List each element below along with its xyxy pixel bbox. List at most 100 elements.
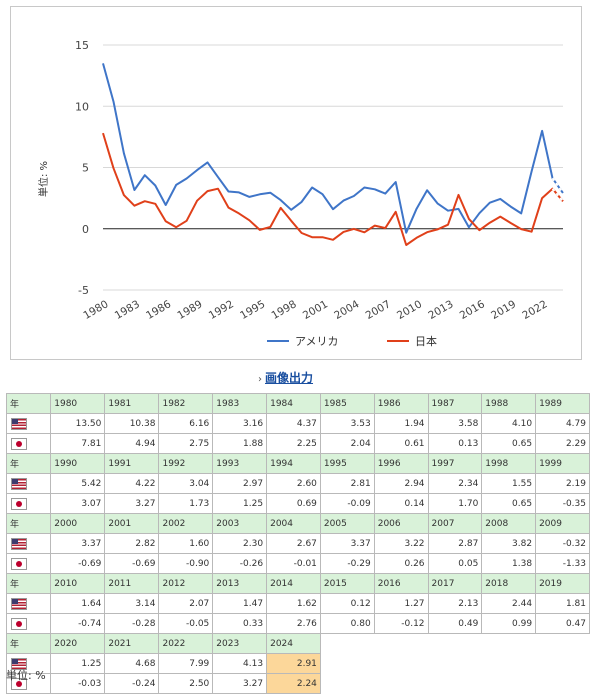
table-value-cell: 0.13 bbox=[427, 433, 483, 454]
table-value-cell: 2.94 bbox=[373, 473, 429, 494]
table-value-cell: 2.44 bbox=[481, 593, 537, 614]
table-value-cell: -0.09 bbox=[319, 493, 375, 514]
x-tick-label: 2004 bbox=[332, 298, 361, 322]
x-tick-label: 1998 bbox=[270, 298, 299, 322]
table-value-cell: 0.26 bbox=[373, 553, 429, 574]
table-value-cell: 2.19 bbox=[535, 473, 590, 494]
table-year-cell: 2021 bbox=[104, 633, 160, 654]
x-tick-label: 2010 bbox=[395, 298, 424, 322]
table-value-cell: 3.22 bbox=[373, 533, 429, 554]
table-value-cell: 3.07 bbox=[50, 493, 106, 514]
series-line-japan bbox=[102, 132, 564, 246]
table-value-cell: -0.28 bbox=[104, 613, 160, 634]
table-flag-cell bbox=[5, 613, 52, 634]
table-flag-cell bbox=[5, 593, 52, 614]
table-year-row: 年 1990 1991 1992 1993 1994 1995 1996 1997 1998 199… bbox=[5, 453, 590, 474]
table-year-cell: 2019 bbox=[535, 573, 590, 594]
table-value-cell: 5.42 bbox=[50, 473, 106, 494]
table-empty-cell bbox=[536, 634, 590, 654]
table-year-cell: 1980 bbox=[50, 393, 106, 414]
table-value-cell: 1.81 bbox=[535, 593, 590, 614]
table-empty-cell bbox=[482, 654, 536, 674]
table-flag-cell bbox=[5, 473, 52, 494]
x-tick-labels: 1980 1983 1986 1989 1992 1995 1998 2001 2004 2007… bbox=[81, 298, 549, 322]
table-row: 7.81 4.94 2.75 1.88 2.25 2.04 0.61 0.13 0.65 2.29 bbox=[5, 433, 590, 454]
table-value-cell: 1.55 bbox=[481, 473, 537, 494]
table-year-cell: 1986 bbox=[373, 393, 429, 414]
table-value-cell: 0.47 bbox=[535, 613, 590, 634]
table-year-cell: 2007 bbox=[427, 513, 483, 534]
table-value-cell: 0.12 bbox=[319, 593, 375, 614]
table-value-cell: 0.05 bbox=[427, 553, 483, 574]
table-year-cell: 1985 bbox=[319, 393, 375, 414]
table-value-cell: -0.69 bbox=[50, 553, 106, 574]
table-year-cell: 1996 bbox=[373, 453, 429, 474]
table-year-cell: 2010 bbox=[50, 573, 106, 594]
forecast-segment bbox=[551, 188, 564, 202]
x-tick-label: 2013 bbox=[426, 298, 455, 322]
table-value-cell: 6.16 bbox=[158, 413, 214, 434]
table-corner-label: 年 bbox=[5, 453, 52, 474]
table-value-cell: 0.65 bbox=[481, 493, 537, 514]
table-year-row: 年 2010 2011 2012 2013 2014 2015 2016 2017 2018 201… bbox=[5, 573, 590, 594]
table-value-cell: 1.25 bbox=[50, 653, 106, 674]
table-value-cell: 3.27 bbox=[104, 493, 160, 514]
table-value-cell: -0.03 bbox=[50, 673, 106, 694]
table-year-cell: 2017 bbox=[427, 573, 483, 594]
table-value-cell: 2.34 bbox=[427, 473, 483, 494]
table-value-cell: -0.24 bbox=[104, 673, 160, 694]
table-value-cell: 1.47 bbox=[212, 593, 268, 614]
table-value-cell: 3.16 bbox=[212, 413, 268, 434]
table-value-cell: 0.49 bbox=[427, 613, 483, 634]
table-year-cell: 2020 bbox=[50, 633, 106, 654]
table-year-cell: 2012 bbox=[158, 573, 214, 594]
table-year-cell: 2016 bbox=[373, 573, 429, 594]
table-value-cell: 2.13 bbox=[427, 593, 483, 614]
table-value-cell: 2.07 bbox=[158, 593, 214, 614]
table-year-cell: 1990 bbox=[50, 453, 106, 474]
export-image-link[interactable]: › 画像出力 bbox=[258, 369, 313, 386]
table-year-cell: 1991 bbox=[104, 453, 160, 474]
table-year-cell: 1998 bbox=[481, 453, 537, 474]
table-year-cell: 1994 bbox=[266, 453, 321, 474]
table-value-cell: 0.33 bbox=[212, 613, 268, 634]
unit-note: 単位: % bbox=[6, 669, 46, 682]
table-year-cell: 2014 bbox=[266, 573, 321, 594]
table-value-cell: -0.05 bbox=[158, 613, 214, 634]
y-axis-label: 単位: % bbox=[37, 161, 50, 197]
table-value-cell: 2.75 bbox=[158, 433, 214, 454]
table-year-cell: 1992 bbox=[158, 453, 214, 474]
table-value-cell: -0.12 bbox=[373, 613, 429, 634]
table-value-cell: 3.37 bbox=[50, 533, 106, 554]
table-empty-cell bbox=[320, 674, 374, 694]
table-row: 3.07 3.27 1.73 1.25 0.69 -0.09 0.14 1.70 0.65 -0.… bbox=[5, 493, 590, 514]
table-year-cell: 1999 bbox=[535, 453, 590, 474]
table-row: 13.50 10.38 6.16 3.16 4.37 3.53 1.94 3.58 4.10 4.… bbox=[5, 413, 590, 434]
table-row: -0.69 -0.69 -0.90 -0.26 -0.01 -0.29 0.26 0.05 1.… bbox=[5, 553, 590, 574]
table-value-cell: 1.64 bbox=[50, 593, 106, 614]
table-value-cell: 3.27 bbox=[212, 673, 268, 694]
table-flag-cell bbox=[5, 553, 52, 574]
x-tick-label: 2019 bbox=[489, 298, 518, 322]
table-value-cell: 0.69 bbox=[266, 493, 321, 514]
table-value-cell: 2.24 bbox=[266, 673, 321, 694]
table-year-cell: 1983 bbox=[212, 393, 268, 414]
table-value-cell: -0.35 bbox=[535, 493, 590, 514]
table-row: -0.03 -0.24 2.50 3.27 2.24 bbox=[5, 673, 590, 694]
table-year-cell: 1997 bbox=[427, 453, 483, 474]
table-corner-label: 年 bbox=[5, 513, 52, 534]
x-tick-label: 2007 bbox=[364, 298, 393, 322]
table-value-cell: 4.10 bbox=[481, 413, 537, 434]
table-value-cell: 7.81 bbox=[50, 433, 106, 454]
us-flag-icon bbox=[11, 537, 27, 550]
table-year-cell: 2005 bbox=[319, 513, 375, 534]
table-empty-cell bbox=[428, 654, 482, 674]
table-value-cell: 4.13 bbox=[212, 653, 268, 674]
table-value-cell: 1.88 bbox=[212, 433, 268, 454]
table-value-cell: 1.60 bbox=[158, 533, 214, 554]
table-year-cell: 2001 bbox=[104, 513, 160, 534]
x-tick-label: 1992 bbox=[207, 298, 236, 322]
table-flag-cell bbox=[5, 653, 52, 674]
table-year-cell: 2006 bbox=[373, 513, 429, 534]
table-value-cell: 3.53 bbox=[319, 413, 375, 434]
